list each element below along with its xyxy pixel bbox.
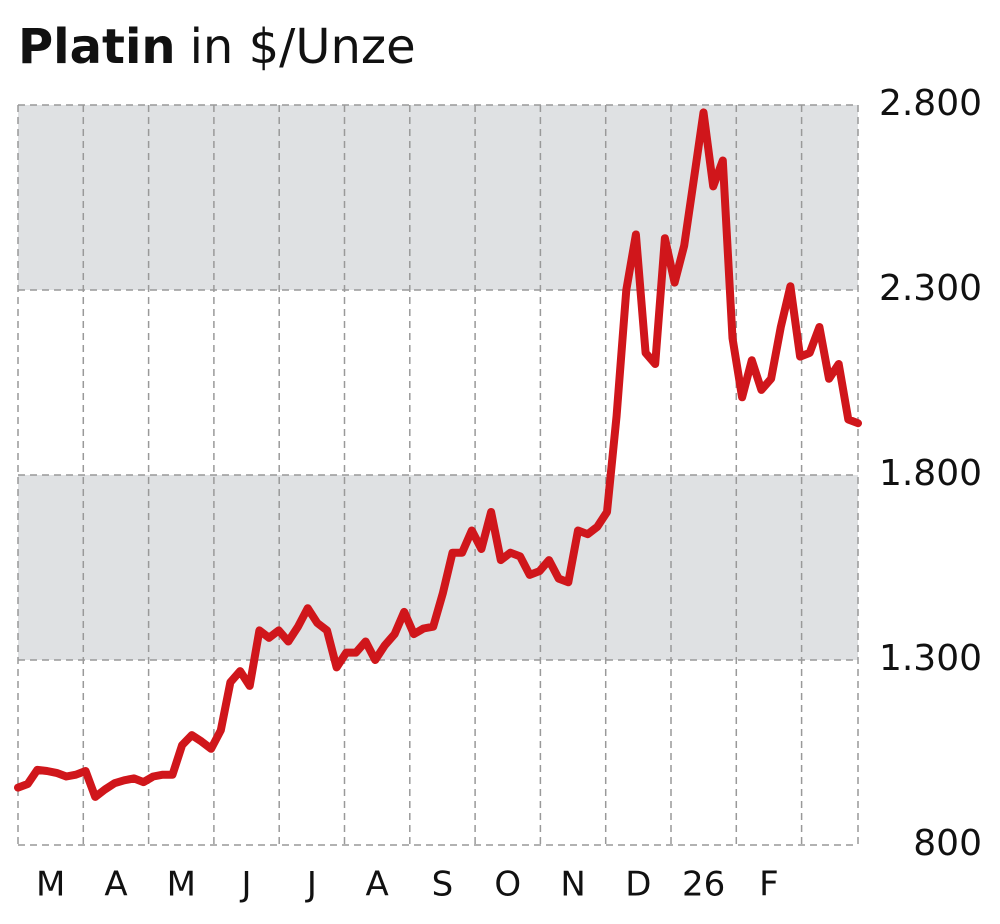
band: [18, 105, 858, 290]
x-tick-label: 26: [682, 865, 725, 905]
chart-unit: in $/Unze: [190, 19, 416, 75]
x-tick-label: A: [366, 865, 389, 905]
y-tick-label: 2.300: [879, 268, 982, 309]
y-tick-label: 1.300: [879, 638, 982, 679]
band: [18, 475, 858, 660]
x-tick-label: M: [36, 865, 65, 905]
x-tick-label: J: [240, 865, 252, 905]
line-series: [14, 108, 862, 801]
chart-title: Platin: [18, 19, 176, 75]
x-tick-label: F: [759, 865, 779, 905]
x-tick-label: M: [167, 865, 196, 905]
chart-title-group: Platin in $/Unze: [18, 19, 416, 75]
x-tick-label: A: [104, 865, 127, 905]
x-tick-label: D: [625, 865, 651, 905]
y-tick-label: 1.800: [879, 453, 982, 494]
y-tick-label: 2.800: [879, 83, 982, 124]
x-tick-label: O: [494, 865, 521, 905]
x-tick-label: N: [560, 865, 585, 905]
x-tick-label: J: [305, 865, 317, 905]
x-tick-label: S: [432, 865, 454, 905]
y-tick-label: 800: [913, 823, 982, 864]
